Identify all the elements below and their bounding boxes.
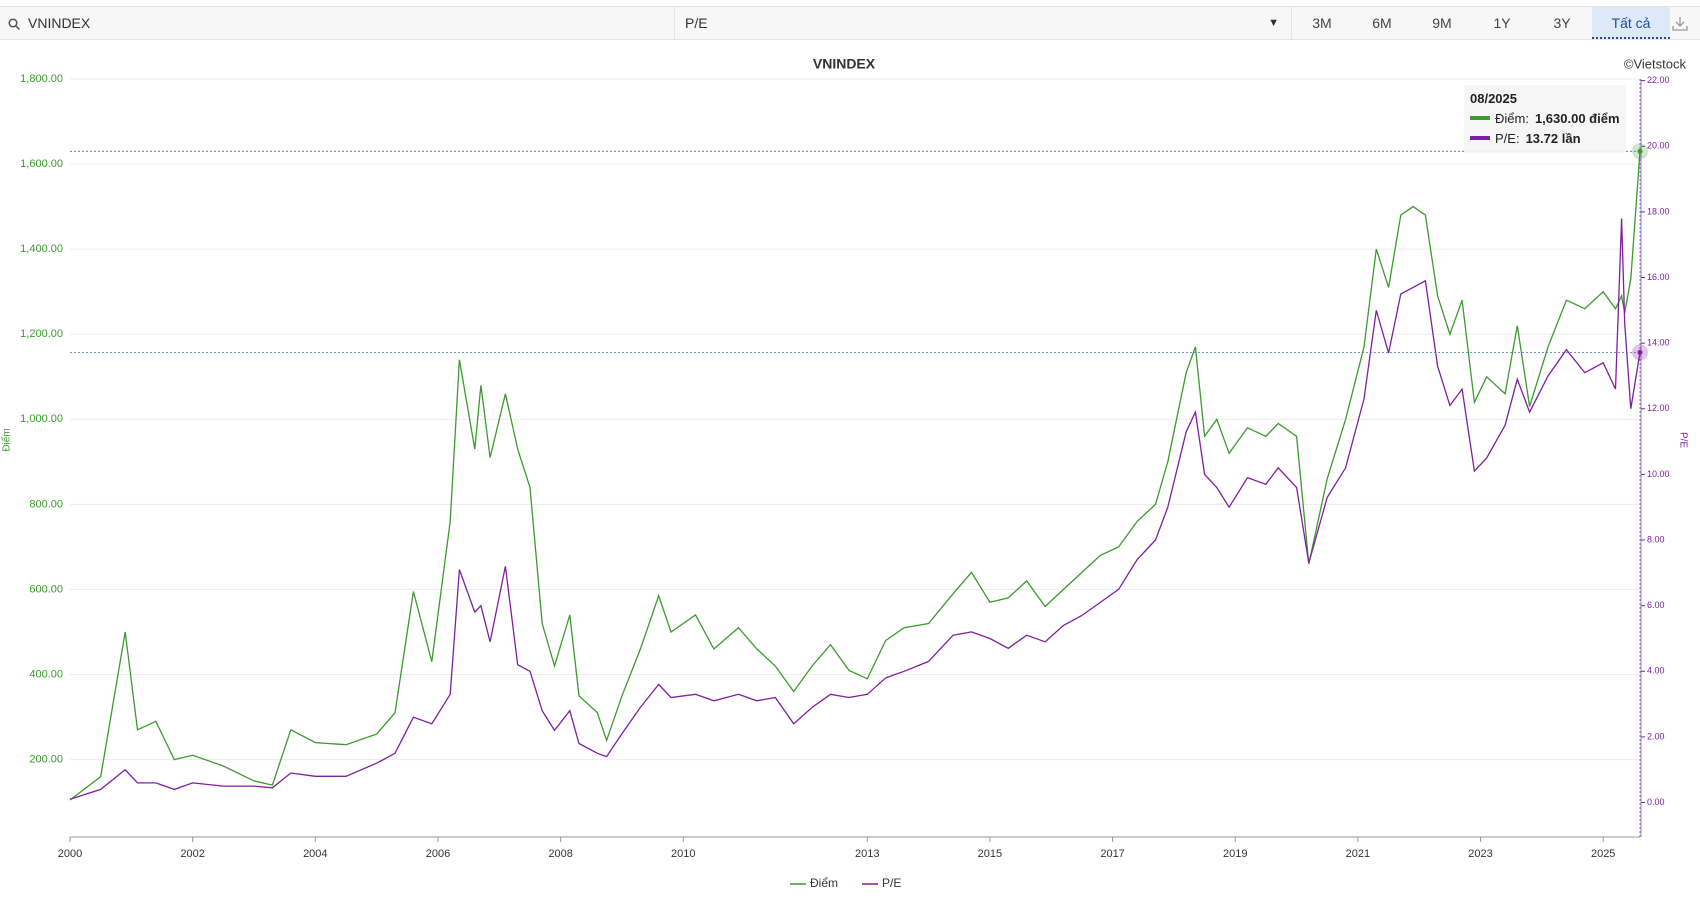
search-box[interactable]: VNINDEX [8,7,90,39]
search-text: VNINDEX [28,15,91,31]
x-tick-label: 2019 [1223,848,1247,860]
range-button[interactable]: 3M [1312,15,1332,31]
range-buttons: 3M 6M 9M 1Y 3Y Tất cả [1292,7,1670,39]
chart: VNINDEX ©Vietstock Điểm P/E 200.00 400.00… [1,56,1689,890]
y-tick-label: 600.00 [29,583,63,595]
legend-label: Điểm [810,876,838,890]
y2-tick-label: 16.00 [1647,272,1670,282]
y2-tick-label: 22.00 [1647,75,1670,85]
hover-point [1637,148,1643,154]
tooltip-swatch [1470,116,1490,120]
x-tick-label: 2013 [855,848,879,860]
legend-label: P/E [882,876,901,890]
y2-tick-label: 18.00 [1647,206,1670,216]
range-button[interactable]: Tất cả [1592,7,1670,39]
y-tick-label: 400.00 [29,668,63,680]
metric-text: P/E [685,15,708,31]
hover-point [1637,349,1643,355]
range-button[interactable]: 1Y [1493,15,1511,31]
x-tick-label: 2021 [1346,848,1370,860]
y-tick-label: 1,600.00 [20,158,63,170]
tooltip: 08/2025 Điểm: 1,630.00 điểm P/E: 13.72 lần [1464,85,1626,153]
x-tick-label: 2023 [1468,848,1492,860]
tooltip-label: Điểm: [1495,111,1529,126]
y2-tick-label: 0.00 [1647,797,1665,807]
credit: ©Vietstock [1624,56,1687,71]
dropdown-arrow: ▼ [1268,17,1279,29]
y-axis-title: Điểm [1,428,13,451]
tooltip-row: P/E: 13.72 lần [1470,131,1620,146]
y2-tick-label: 20.00 [1647,141,1670,151]
range-button[interactable]: 3Y [1553,15,1571,31]
x-tick-label: 2017 [1100,848,1124,860]
series-line [69,218,1641,800]
tooltip-value: 1,630.00 điểm [1534,111,1620,126]
range-button[interactable]: 9M [1432,15,1452,31]
x-tick-label: 2006 [426,848,450,860]
tooltip-title: 08/2025 [1470,91,1517,106]
y2-tick-label: 12.00 [1647,403,1670,413]
search-icon [8,18,21,31]
range-button[interactable]: 6M [1372,15,1392,31]
y2-tick-label: 14.00 [1647,338,1670,348]
y-tick-label: 1,200.00 [20,328,63,340]
tooltip-swatch [1470,136,1490,140]
x-tick-label: 2002 [180,848,204,860]
tooltip-label: P/E: [1495,131,1520,146]
y-tick-label: 200.00 [29,753,63,765]
x-tick-label: 2004 [303,848,327,860]
x-tick-label: 2008 [548,848,572,860]
y-tick-label: 1,000.00 [20,413,63,425]
metric-dropdown[interactable]: P/E ▼ [674,7,1292,39]
y2-tick-label: 4.00 [1647,666,1665,676]
y2-tick-label: 10.00 [1647,469,1670,479]
tooltip-row: Điểm: 1,630.00 điểm [1470,111,1620,126]
y-tick-label: 1,800.00 [20,73,63,85]
chart-title: VNINDEX [813,56,876,72]
series-line [69,151,1641,801]
x-tick-label: 2025 [1591,848,1615,860]
download-button[interactable] [1670,14,1690,34]
y2-tick-label: 8.00 [1647,534,1665,544]
x-tick-label: 2015 [978,848,1002,860]
x-tick-label: 2010 [671,848,695,860]
y-tick-label: 1,400.00 [20,243,63,255]
toolbar: VNINDEX P/E ▼ 3M 6M 9M 1Y 3Y Tất cả [0,6,1700,40]
x-tick-label: 2000 [58,848,82,860]
y2-tick-label: 6.00 [1647,600,1665,610]
y-tick-label: 800.00 [29,498,63,510]
y2-tick-label: 2.00 [1647,731,1665,741]
tooltip-value: 13.72 lần [1525,131,1581,146]
y2-axis-title: P/E [1677,432,1688,448]
